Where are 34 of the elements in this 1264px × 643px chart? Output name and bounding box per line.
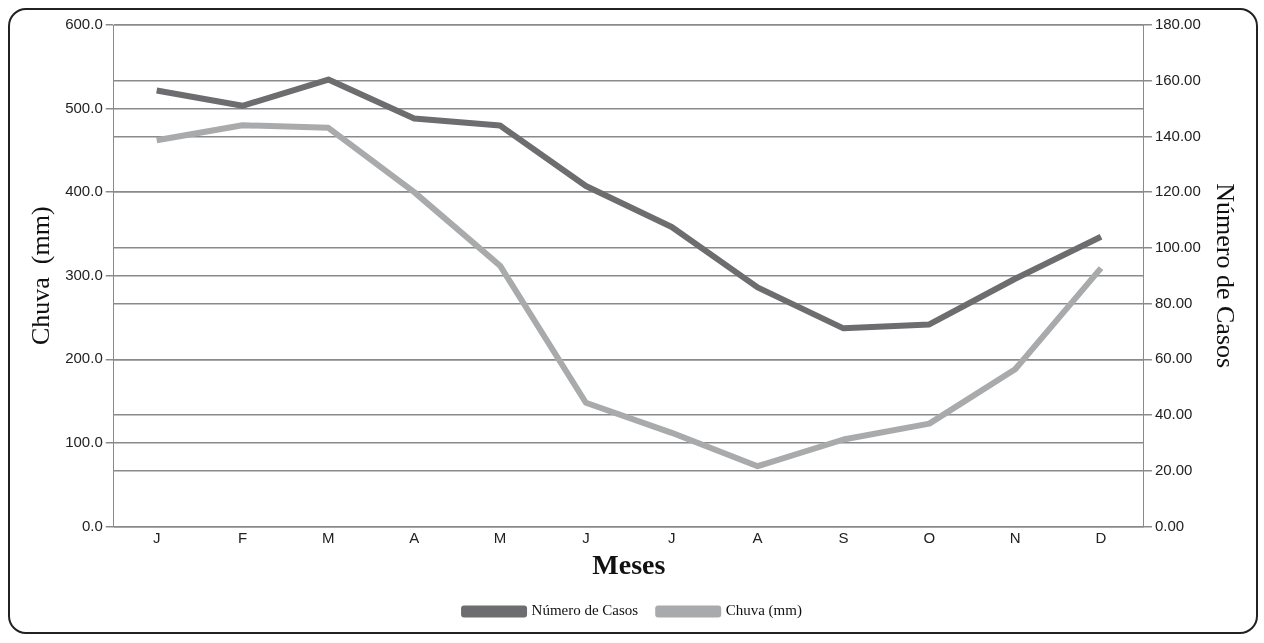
y2-tick-label: 20.00 [1154, 460, 1193, 478]
y2-tick-label: 100.00 [1154, 237, 1201, 255]
x-tick-label: D [1095, 528, 1107, 546]
x-tick-label: F [237, 528, 248, 546]
x-tick-label: M [493, 528, 507, 546]
x-tick-label: O [923, 528, 936, 546]
y2-axis-title: Número de Casos [1210, 183, 1240, 369]
y-tick-label: 0.0 [81, 516, 103, 534]
x-axis-title: Meses [592, 549, 666, 581]
y-tick-label: 200.0 [65, 349, 103, 367]
x-tick-label: M [322, 528, 335, 546]
legend-label: Chuva (mm) [725, 602, 802, 620]
x-tick-label: S [838, 528, 849, 546]
y-tick-label: 400.0 [65, 182, 103, 200]
y2-tick-label: 120.00 [1154, 182, 1201, 200]
y2-tick-label: 0.00 [1154, 516, 1185, 534]
y2-tick-label: 40.00 [1154, 405, 1193, 423]
y-tick-label: 600.0 [65, 15, 103, 33]
x-tick-label: J [582, 528, 590, 546]
x-tick-label: N [1009, 528, 1021, 546]
y2-tick-label: 60.00 [1154, 349, 1193, 367]
y2-tick-label: 160.00 [1154, 70, 1201, 88]
y2-tick-label: 180.00 [1154, 15, 1201, 33]
legend-label: Número de Casos [531, 602, 639, 619]
y-tick-label: 100.0 [65, 432, 103, 450]
y2-tick-label: 80.00 [1154, 293, 1193, 311]
y-tick-label: 500.0 [65, 98, 103, 116]
x-tick-label: J [152, 528, 161, 546]
y-tick-label: 300.0 [65, 265, 103, 283]
y-axis-title: Chuva (mm) [26, 206, 56, 346]
x-tick-label: J [668, 528, 676, 546]
y2-tick-label: 140.00 [1154, 126, 1201, 144]
x-tick-label: A [752, 528, 763, 546]
x-tick-label: A [409, 528, 420, 546]
